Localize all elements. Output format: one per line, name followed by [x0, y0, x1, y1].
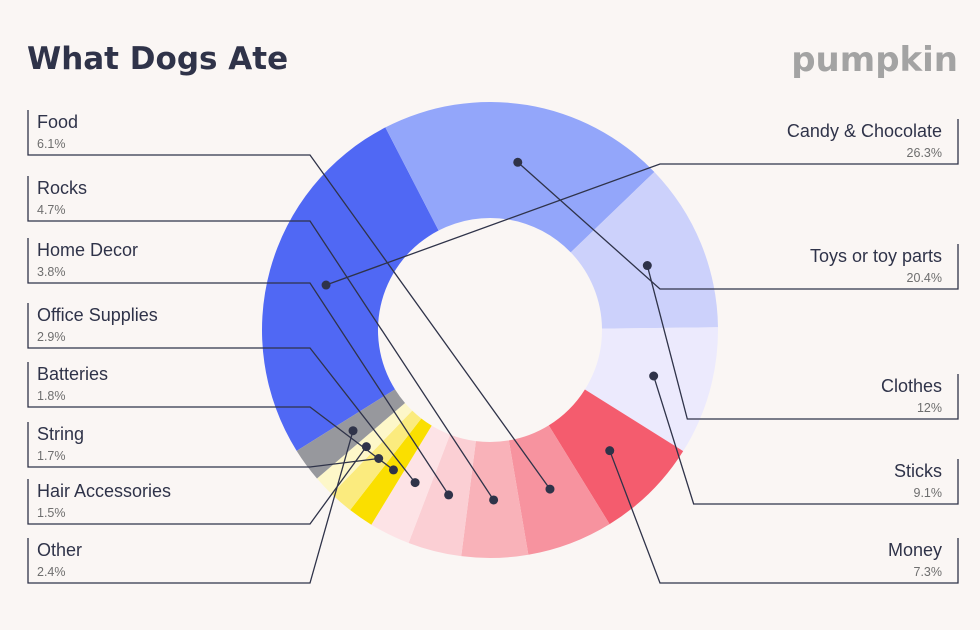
marker-toys-or-toy-parts [513, 157, 523, 167]
slice-toys-or-toy-parts [385, 102, 655, 253]
label-hair-accessories: Hair Accessories [37, 481, 171, 501]
marker-string [374, 453, 384, 463]
marker-sticks [649, 371, 659, 381]
leader-candy-chocolate [325, 119, 959, 286]
leader-rocks [27, 176, 495, 501]
slice-money [548, 389, 684, 525]
leader-home-decor [27, 238, 450, 496]
leader-lines [27, 110, 959, 584]
label-string: String [37, 424, 84, 444]
pumpkin-logo: pumpkin [791, 40, 958, 80]
label-office-supplies: Office Supplies [37, 305, 158, 325]
slice-labels: Candy & Chocolate 26.3% Toys or toy parts 2… [37, 112, 942, 579]
label-clothes: Clothes [881, 376, 942, 396]
donut-slices [261, 102, 719, 558]
leader-clothes [646, 265, 959, 420]
value-sticks: 9.1% [914, 486, 943, 500]
slice-home-decor [408, 434, 476, 557]
marker-clothes [642, 261, 652, 271]
value-hair-accessories: 1.5% [37, 506, 66, 520]
marker-rocks [489, 495, 499, 505]
label-home-decor: Home Decor [37, 240, 138, 260]
value-clothes: 12% [917, 401, 942, 415]
value-string: 1.7% [37, 449, 66, 463]
value-food: 6.1% [37, 137, 66, 151]
slice-food [508, 425, 610, 555]
slice-sticks [584, 327, 719, 452]
value-batteries: 1.8% [37, 389, 66, 403]
marker-office-supplies [410, 478, 420, 488]
leader-toys-or-toy-parts [517, 161, 959, 290]
label-food: Food [37, 112, 78, 132]
slice-candy-chocolate [261, 127, 439, 451]
leader-batteries [27, 362, 394, 471]
marker-money [605, 446, 615, 456]
label-rocks: Rocks [37, 178, 87, 198]
leader-money [609, 450, 959, 584]
value-money: 7.3% [914, 565, 943, 579]
label-money: Money [888, 540, 942, 560]
label-candy-chocolate: Candy & Chocolate [787, 121, 942, 141]
slice-office-supplies [371, 425, 451, 543]
label-batteries: Batteries [37, 364, 108, 384]
value-candy-chocolate: 26.3% [907, 146, 942, 160]
value-office-supplies: 2.9% [37, 330, 66, 344]
leader-other [27, 430, 354, 584]
value-rocks: 4.7% [37, 203, 66, 217]
value-home-decor: 3.8% [37, 265, 66, 279]
value-other: 2.4% [37, 565, 66, 579]
marker-food [545, 484, 555, 494]
value-toys-or-toy-parts: 20.4% [907, 271, 942, 285]
marker-hair-accessories [361, 442, 371, 452]
label-toys-or-toy-parts: Toys or toy parts [810, 246, 942, 266]
chart-title: What Dogs Ate [27, 41, 288, 77]
leader-food [27, 110, 551, 490]
leader-office-supplies [27, 303, 416, 484]
marker-candy-chocolate [321, 280, 331, 290]
label-other: Other [37, 540, 82, 560]
marker-home-decor [444, 490, 454, 500]
leader-sticks [653, 375, 959, 505]
label-sticks: Sticks [894, 461, 942, 481]
marker-other [348, 426, 358, 436]
marker-batteries [388, 465, 398, 475]
